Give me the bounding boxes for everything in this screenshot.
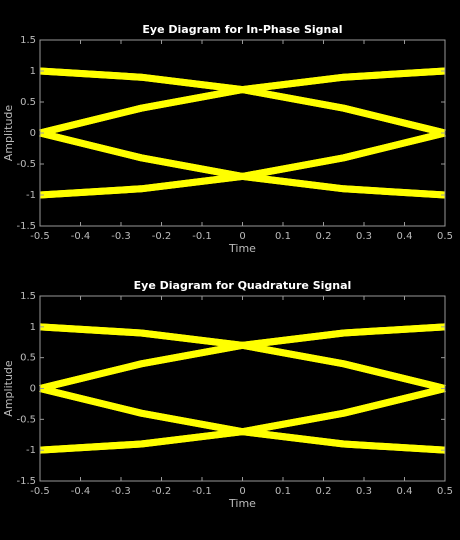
eye-trace xyxy=(39,323,446,392)
x-tick-label: 0 xyxy=(239,486,245,497)
x-tick-label: 0 xyxy=(239,231,245,242)
axes-box xyxy=(39,39,446,227)
eye-trace xyxy=(39,341,446,392)
x-tick-label: -0.3 xyxy=(111,231,131,242)
chart-title: Eye Diagram for Quadrature Signal xyxy=(134,279,352,292)
y-tick-label: -1 xyxy=(26,190,36,201)
y-tick-label: -1.5 xyxy=(16,221,36,232)
y-tick-label: 1.5 xyxy=(20,35,36,46)
x-axis-label: Time xyxy=(228,242,256,255)
axes-box xyxy=(39,295,446,482)
chart-title: Eye Diagram for In-Phase Signal xyxy=(142,23,342,36)
x-axis-label: Time xyxy=(228,497,256,510)
eye-trace xyxy=(39,323,446,392)
eye-trace xyxy=(39,385,446,454)
x-tick-label: 0.1 xyxy=(275,231,291,242)
eye-trace xyxy=(39,129,446,199)
y-tick-label: 1 xyxy=(30,66,36,77)
x-tick-label: -0.4 xyxy=(71,486,91,497)
x-tick-label: 0.1 xyxy=(275,486,291,497)
x-tick-label: 0.4 xyxy=(397,486,413,497)
y-tick-label: 0 xyxy=(30,128,36,139)
x-tick-label: -0.1 xyxy=(192,231,212,242)
y-tick-label: 0 xyxy=(30,384,36,395)
eye-trace xyxy=(39,385,446,454)
eye-trace xyxy=(39,129,446,180)
x-tick-label: 0.3 xyxy=(356,486,372,497)
x-tick-label: 0.2 xyxy=(316,231,332,242)
eye-trace xyxy=(39,129,446,199)
y-axis-label: Amplitude xyxy=(2,360,15,417)
eye-trace xyxy=(39,67,446,137)
x-tick-label: -0.2 xyxy=(152,486,172,497)
eye-trace xyxy=(39,67,446,137)
x-tick-label: 0.3 xyxy=(356,231,372,242)
y-tick-label: 1 xyxy=(30,322,36,333)
x-tick-label: -0.5 xyxy=(30,486,50,497)
eye-trace xyxy=(39,86,446,137)
x-tick-label: -0.4 xyxy=(71,231,91,242)
x-tick-label: -0.5 xyxy=(30,231,50,242)
x-tick-label: 0.4 xyxy=(397,231,413,242)
eye-trace xyxy=(39,385,446,436)
x-tick-label: 0.5 xyxy=(437,486,453,497)
x-tick-label: -0.2 xyxy=(152,231,172,242)
y-tick-label: -1 xyxy=(26,445,36,456)
x-tick-label: 0.5 xyxy=(437,231,453,242)
y-tick-label: -0.5 xyxy=(16,414,36,425)
y-tick-label: -0.5 xyxy=(16,159,36,170)
x-tick-label: 0.2 xyxy=(316,486,332,497)
y-tick-label: 1.5 xyxy=(20,291,36,302)
y-tick-label: 0.5 xyxy=(20,353,36,364)
y-axis-label: Amplitude xyxy=(2,105,15,162)
y-tick-label: 0.5 xyxy=(20,97,36,108)
x-tick-label: -0.1 xyxy=(192,486,212,497)
x-tick-label: -0.3 xyxy=(111,486,131,497)
y-tick-label: -1.5 xyxy=(16,476,36,487)
